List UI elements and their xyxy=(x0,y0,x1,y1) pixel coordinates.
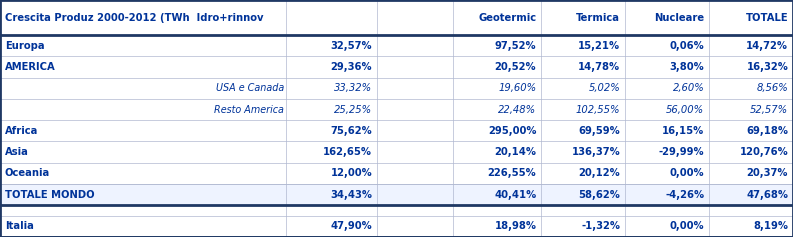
Text: 22,48%: 22,48% xyxy=(498,105,536,114)
Text: 75,62%: 75,62% xyxy=(331,126,372,136)
Text: 47,90%: 47,90% xyxy=(331,221,372,231)
Text: 16,15%: 16,15% xyxy=(662,126,704,136)
Text: 15,21%: 15,21% xyxy=(578,41,620,51)
Text: 102,55%: 102,55% xyxy=(576,105,620,114)
Text: Nucleare: Nucleare xyxy=(654,13,704,23)
Bar xyxy=(0,0,793,35)
Text: 47,68%: 47,68% xyxy=(746,190,788,200)
Text: -4,26%: -4,26% xyxy=(665,190,704,200)
Text: 58,62%: 58,62% xyxy=(578,190,620,200)
Text: 18,98%: 18,98% xyxy=(494,221,536,231)
Bar xyxy=(0,184,793,205)
Text: -29,99%: -29,99% xyxy=(659,147,704,157)
Text: 8,19%: 8,19% xyxy=(753,221,788,231)
Text: 97,52%: 97,52% xyxy=(495,41,536,51)
Text: Resto America: Resto America xyxy=(214,105,284,114)
Text: 20,52%: 20,52% xyxy=(495,62,536,72)
Text: 136,37%: 136,37% xyxy=(572,147,620,157)
Text: 32,57%: 32,57% xyxy=(331,41,372,51)
Text: 162,65%: 162,65% xyxy=(324,147,372,157)
Text: 120,76%: 120,76% xyxy=(740,147,788,157)
Text: 20,14%: 20,14% xyxy=(494,147,536,157)
Text: Italia: Italia xyxy=(5,221,33,231)
Text: 69,18%: 69,18% xyxy=(746,126,788,136)
Text: 29,36%: 29,36% xyxy=(331,62,372,72)
Text: 0,00%: 0,00% xyxy=(669,169,704,178)
Text: 69,59%: 69,59% xyxy=(579,126,620,136)
Text: Geotermic: Geotermic xyxy=(478,13,536,23)
Text: 226,55%: 226,55% xyxy=(488,169,536,178)
Text: 33,32%: 33,32% xyxy=(334,83,372,93)
Text: 5,02%: 5,02% xyxy=(588,83,620,93)
Text: 52,57%: 52,57% xyxy=(750,105,788,114)
Text: 40,41%: 40,41% xyxy=(494,190,536,200)
Text: 0,00%: 0,00% xyxy=(669,221,704,231)
Text: Crescita Produz 2000-2012 (TWh  Idro+rinnov: Crescita Produz 2000-2012 (TWh Idro+rinn… xyxy=(5,13,263,23)
Text: 0,06%: 0,06% xyxy=(669,41,704,51)
Text: 2,60%: 2,60% xyxy=(672,83,704,93)
Text: Oceania: Oceania xyxy=(5,169,50,178)
Text: USA e Canada: USA e Canada xyxy=(216,83,284,93)
Text: 14,72%: 14,72% xyxy=(746,41,788,51)
Text: 295,00%: 295,00% xyxy=(488,126,536,136)
Text: Europa: Europa xyxy=(5,41,44,51)
Text: Asia: Asia xyxy=(5,147,29,157)
Text: -1,32%: -1,32% xyxy=(581,221,620,231)
Text: 8,56%: 8,56% xyxy=(757,83,788,93)
Text: TOTALE MONDO: TOTALE MONDO xyxy=(5,190,94,200)
Text: 56,00%: 56,00% xyxy=(666,105,704,114)
Text: 3,80%: 3,80% xyxy=(669,62,704,72)
Text: 25,25%: 25,25% xyxy=(334,105,372,114)
Text: Termica: Termica xyxy=(577,13,620,23)
Text: 19,60%: 19,60% xyxy=(498,83,536,93)
Text: TOTALE: TOTALE xyxy=(745,13,788,23)
Text: 20,12%: 20,12% xyxy=(579,169,620,178)
Text: 12,00%: 12,00% xyxy=(331,169,372,178)
Text: 34,43%: 34,43% xyxy=(330,190,372,200)
Text: AMERICA: AMERICA xyxy=(5,62,56,72)
Text: 20,37%: 20,37% xyxy=(747,169,788,178)
Text: 14,78%: 14,78% xyxy=(578,62,620,72)
Text: 16,32%: 16,32% xyxy=(746,62,788,72)
Text: Africa: Africa xyxy=(5,126,38,136)
